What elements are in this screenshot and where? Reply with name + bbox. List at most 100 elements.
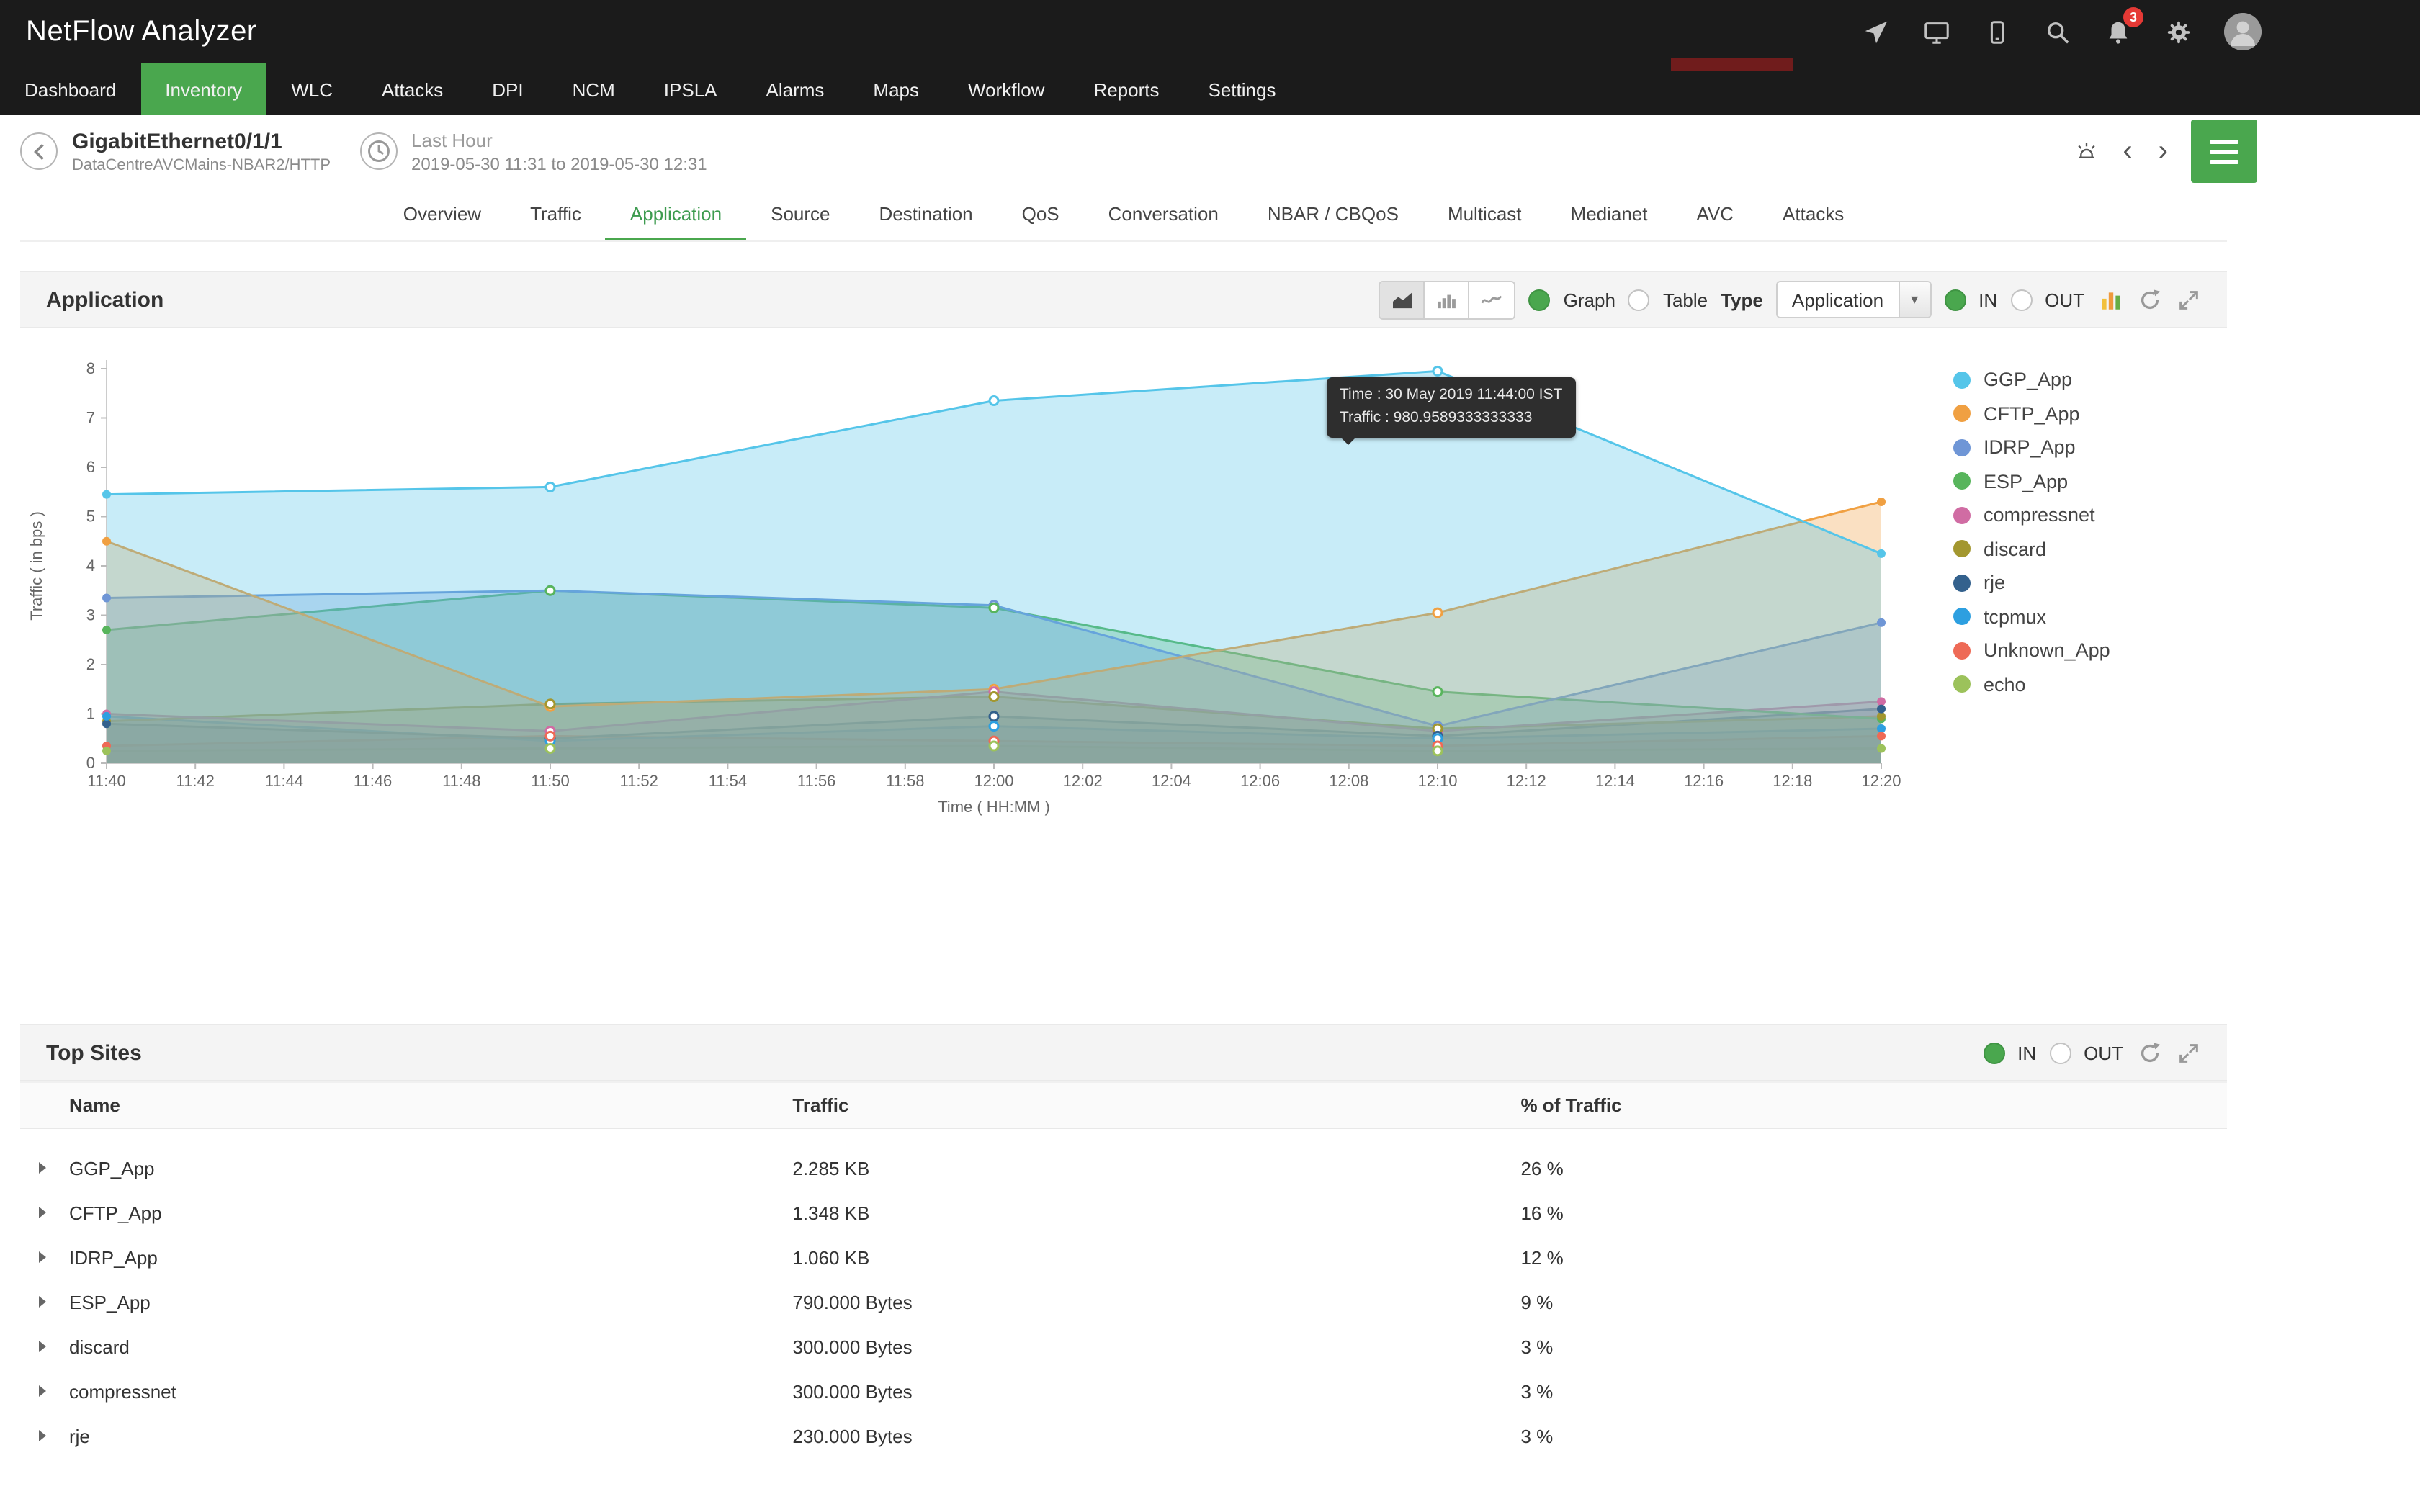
menu-button[interactable] (2191, 120, 2257, 183)
tab-qos[interactable]: QoS (1021, 202, 1059, 224)
out-radio-label: OUT (2084, 1042, 2123, 1063)
nav-item-alarms[interactable]: Alarms (766, 78, 825, 100)
next-chevron-icon[interactable]: › (2158, 135, 2168, 167)
table-row[interactable]: compressnet 300.000 Bytes 3 % (20, 1369, 2227, 1413)
nav-item-ipsla[interactable]: IPSLA (663, 78, 717, 100)
tab-overview[interactable]: Overview (403, 202, 482, 224)
row-expand-arrow-icon[interactable] (39, 1251, 46, 1263)
tab-attacks[interactable]: Attacks (1783, 202, 1845, 224)
traffic-area-chart[interactable]: 0 1 2 3 4 5 6 7 8 11:40 11:42 11:44 11:46 11:48 11:50 1… (23, 346, 1927, 837)
legend-item[interactable]: tcpmux (1953, 600, 2110, 634)
row-expand-arrow-icon[interactable] (39, 1430, 46, 1441)
legend-label: GGP_App (1984, 369, 2073, 391)
bar-chart-icon[interactable] (1425, 282, 1470, 318)
legend-item[interactable]: ESP_App (1953, 464, 2110, 498)
tab-multicast[interactable]: Multicast (1447, 202, 1522, 224)
tab-nbar-cbqos[interactable]: NBAR / CBQoS (1267, 202, 1399, 224)
legend-item[interactable]: Unknown_App (1953, 634, 2110, 667)
tab-avc[interactable]: AVC (1696, 202, 1734, 224)
site-percent: 3 % (1520, 1380, 1554, 1402)
mobile-icon[interactable] (1982, 17, 2011, 46)
nav-item-settings[interactable]: Settings (1208, 78, 1276, 100)
legend-item[interactable]: IDRP_App (1953, 431, 2110, 464)
panel-title: Top Sites (46, 1040, 142, 1065)
legend-color-dot (1953, 438, 1971, 456)
table-row[interactable]: IDRP_App 1.060 KB 12 % (20, 1235, 2227, 1279)
legend-label: CFTP_App (1984, 402, 2080, 425)
row-expand-arrow-icon[interactable] (39, 1207, 46, 1218)
table-row[interactable]: GGP_App 2.285 KB 26 % (20, 1146, 2227, 1190)
svg-text:8: 8 (86, 359, 95, 377)
tab-source[interactable]: Source (771, 202, 830, 224)
nav-item-reports[interactable]: Reports (1093, 78, 1160, 100)
site-name-cell: compressnet (20, 1369, 792, 1413)
tab-conversation[interactable]: Conversation (1108, 202, 1219, 224)
svg-text:12:12: 12:12 (1507, 772, 1546, 790)
out-radio[interactable] (2049, 1042, 2071, 1063)
nav-item-attacks[interactable]: Attacks (381, 78, 444, 100)
tab-destination[interactable]: Destination (879, 202, 973, 224)
out-radio[interactable] (2010, 289, 2033, 310)
alarm-icon[interactable] (2074, 138, 2099, 164)
site-name: CFTP_App (69, 1202, 162, 1223)
row-expand-arrow-icon[interactable] (39, 1385, 46, 1397)
svg-text:12:10: 12:10 (1417, 772, 1457, 790)
svg-text:11:42: 11:42 (176, 772, 214, 790)
nav-item-ncm[interactable]: NCM (572, 78, 615, 100)
line-chart-icon[interactable] (1470, 282, 1515, 318)
svg-text:12:18: 12:18 (1773, 772, 1812, 790)
nav-item-maps[interactable]: Maps (873, 78, 919, 100)
top-sites-header: Top Sites IN OUT (20, 1024, 2227, 1081)
row-expand-arrow-icon[interactable] (39, 1162, 46, 1174)
legend-item[interactable]: compressnet (1953, 498, 2110, 532)
legend-item[interactable]: CFTP_App (1953, 397, 2110, 431)
top-sites-table: Name Traffic % of Traffic GGP_App 2.285 K… (20, 1081, 2227, 1458)
site-name: ESP_App (69, 1291, 151, 1313)
legend-item[interactable]: discard (1953, 532, 2110, 566)
refresh-icon[interactable] (2136, 1040, 2162, 1066)
legend-color-dot (1953, 642, 1971, 660)
gear-icon[interactable] (2164, 17, 2192, 46)
row-expand-arrow-icon[interactable] (39, 1341, 46, 1352)
tab-application[interactable]: Application (605, 188, 747, 240)
nav-item-workflow[interactable]: Workflow (968, 78, 1045, 100)
tab-medianet[interactable]: Medianet (1570, 202, 1648, 224)
area-chart-icon[interactable] (1380, 282, 1425, 318)
back-button[interactable] (20, 132, 58, 170)
table-row[interactable]: rje 230.000 Bytes 3 % (20, 1413, 2227, 1458)
expand-icon[interactable] (2175, 287, 2201, 312)
app-title: NetFlow Analyzer (26, 15, 257, 47)
legend-label: tcpmux (1984, 606, 2047, 628)
refresh-icon[interactable] (2136, 287, 2162, 312)
site-traffic: 300.000 Bytes (792, 1336, 913, 1357)
search-icon[interactable] (2043, 17, 2071, 46)
nav-item-inventory[interactable]: Inventory (140, 63, 267, 115)
clock-icon[interactable] (359, 132, 398, 170)
nav-item-dpi[interactable]: DPI (492, 78, 524, 100)
mini-bar-chart-icon (2097, 287, 2123, 312)
graph-radio[interactable] (1528, 289, 1551, 310)
expand-icon[interactable] (2175, 1040, 2201, 1066)
topbar: NetFlow Analyzer 3 (0, 0, 2420, 71)
nav-item-dashboard[interactable]: Dashboard (24, 78, 117, 100)
send-icon[interactable] (1861, 17, 1890, 46)
tab-traffic[interactable]: Traffic (530, 202, 581, 224)
avatar[interactable] (2224, 13, 2262, 50)
in-radio[interactable] (1944, 289, 1966, 310)
table-row[interactable]: ESP_App 790.000 Bytes 9 % (20, 1279, 2227, 1324)
legend-item[interactable]: GGP_App (1953, 363, 2110, 397)
table-radio[interactable] (1628, 289, 1650, 310)
table-row[interactable]: discard 300.000 Bytes 3 % (20, 1324, 2227, 1369)
svg-text:11:58: 11:58 (886, 772, 924, 790)
legend-color-dot (1953, 540, 1971, 558)
row-expand-arrow-icon[interactable] (39, 1296, 46, 1308)
legend-item[interactable]: echo (1953, 667, 2110, 701)
notifications-bell-icon[interactable]: 3 (2103, 7, 2143, 46)
legend-item[interactable]: rje (1953, 566, 2110, 600)
type-select[interactable]: Application ▾ (1775, 281, 1932, 318)
nav-item-wlc[interactable]: WLC (291, 78, 333, 100)
in-radio[interactable] (1983, 1042, 2005, 1063)
screen-share-icon[interactable] (1922, 17, 1950, 46)
prev-chevron-icon[interactable]: ‹ (2123, 135, 2133, 167)
table-row[interactable]: CFTP_App 1.348 KB 16 % (20, 1190, 2227, 1235)
